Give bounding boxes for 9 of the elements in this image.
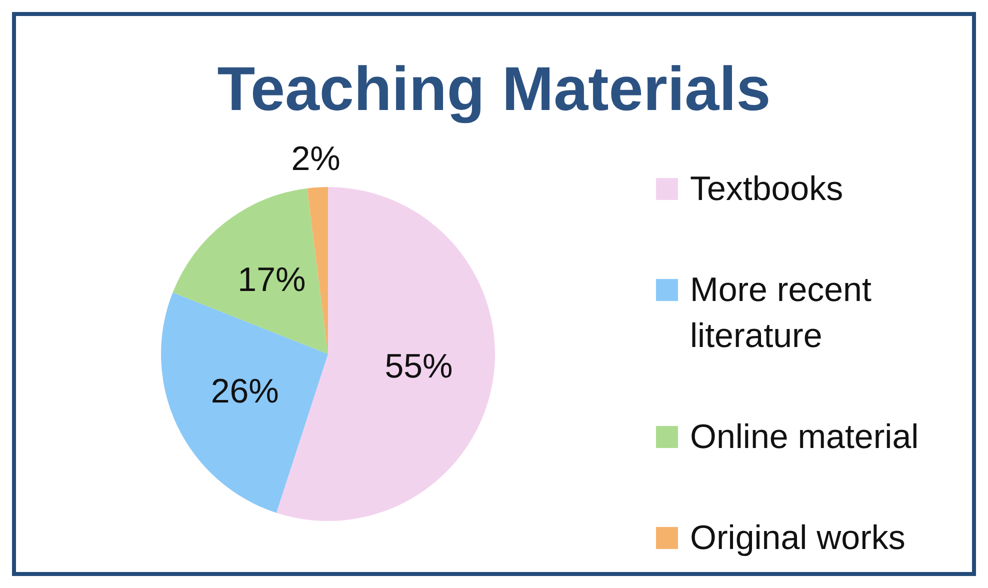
data-label: 17% bbox=[238, 260, 306, 299]
data-label: 55% bbox=[384, 348, 453, 386]
legend-label: Online material bbox=[690, 417, 920, 458]
legend-label: More recent literature bbox=[690, 270, 872, 357]
chart-title: Teaching Materials bbox=[216, 54, 772, 125]
legend-label: Textbooks bbox=[690, 169, 844, 210]
legend-label: Original works bbox=[690, 518, 906, 559]
data-label: 26% bbox=[210, 372, 279, 410]
data-label: 2% bbox=[291, 140, 340, 178]
